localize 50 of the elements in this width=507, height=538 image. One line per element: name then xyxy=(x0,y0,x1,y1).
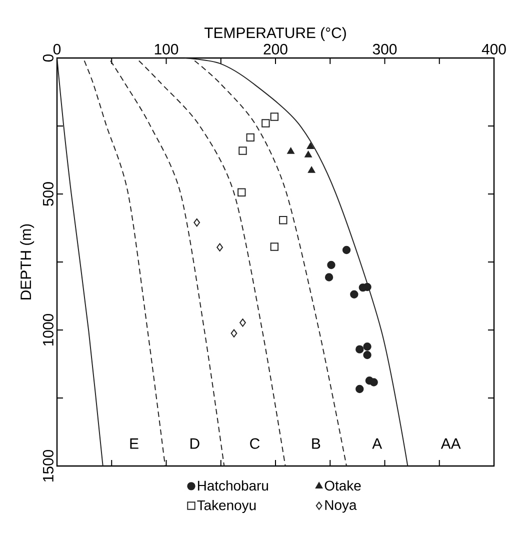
point xyxy=(350,290,358,298)
point xyxy=(238,146,247,155)
point xyxy=(356,345,364,354)
y-axis-title: DEPTH (m) xyxy=(20,224,34,300)
point xyxy=(324,273,334,282)
annotation: E xyxy=(130,438,138,449)
point xyxy=(240,318,246,327)
point xyxy=(304,151,312,158)
x-axis-title: TEMPERATURE (°C) xyxy=(204,27,346,42)
annotation: C xyxy=(250,438,260,449)
x-tick-label: 400 xyxy=(482,44,506,54)
point xyxy=(356,384,364,394)
point xyxy=(342,246,351,254)
line-series xyxy=(84,60,166,466)
x-tick-label: 100 xyxy=(154,44,178,54)
y-tick-label: 1000 xyxy=(42,314,54,346)
y-tick-label: 0 xyxy=(42,54,54,62)
legend-label: Hatchobaru xyxy=(198,480,268,491)
x-tick-label: 200 xyxy=(264,44,288,54)
annotation: B xyxy=(312,438,320,449)
point xyxy=(238,188,246,196)
y-tick-label: 500 xyxy=(42,182,54,206)
point xyxy=(363,350,372,360)
point xyxy=(262,119,270,128)
line-series xyxy=(110,60,225,466)
point xyxy=(246,133,254,142)
annotation: AA xyxy=(440,438,461,449)
annotation: D xyxy=(190,438,200,449)
point xyxy=(230,329,238,338)
point xyxy=(327,260,336,270)
point xyxy=(216,243,223,252)
annotation: A xyxy=(372,438,382,449)
point xyxy=(279,216,288,224)
point xyxy=(308,166,316,173)
point xyxy=(306,142,314,149)
legend-label: Takenoyu xyxy=(197,500,256,513)
y-tick-label: 1500 xyxy=(42,450,54,482)
line-series xyxy=(184,58,408,466)
point xyxy=(270,112,279,121)
point xyxy=(287,147,294,154)
legend-label: Otake xyxy=(324,480,361,491)
point xyxy=(363,342,372,351)
point xyxy=(194,218,200,227)
x-tick-label: 300 xyxy=(372,44,397,54)
point xyxy=(370,378,378,386)
line-series xyxy=(138,60,286,466)
x-tick-label: 0 xyxy=(53,44,61,54)
point xyxy=(270,242,279,251)
line-series xyxy=(57,58,104,466)
legend-label: Noya xyxy=(325,500,357,513)
